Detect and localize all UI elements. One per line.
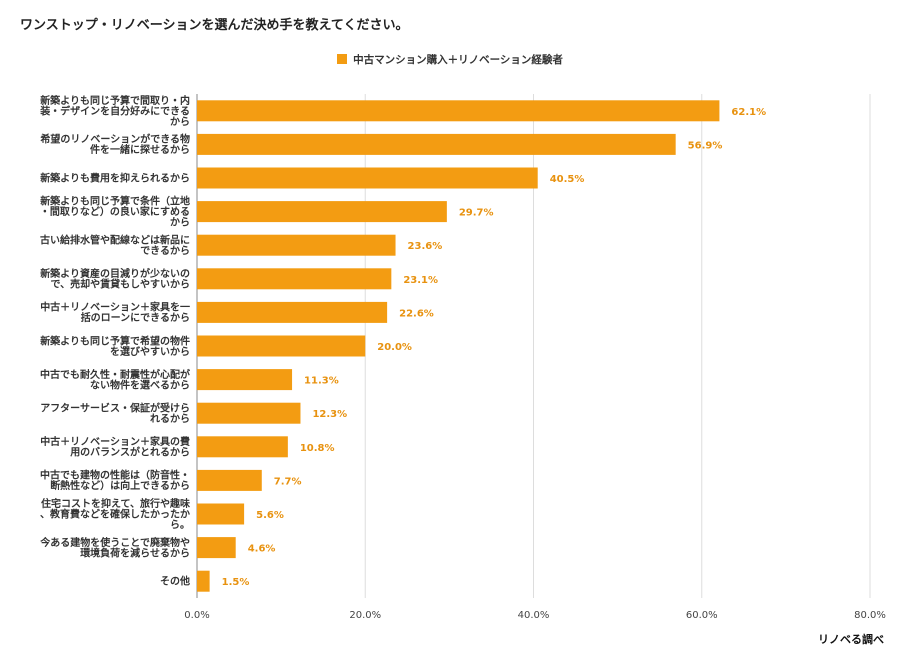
category-label: 中古＋リノベーション＋家具の費用のバランスがとれるから (40, 435, 190, 459)
data-label: 12.3% (312, 409, 347, 420)
bar (197, 133, 676, 155)
bar (197, 234, 396, 256)
category-label: 中古でも建物の性能は（防音性・断熱性など）は向上できるから (40, 469, 190, 493)
category-label: 新築よりも同じ予算で条件（立地・間取りなど）の良い家にすめるから (40, 195, 190, 229)
x-tick-label: 40.0% (518, 610, 550, 621)
category-label-line: 件を一緒に探せるから (90, 143, 190, 156)
category-label: その他 (160, 575, 190, 588)
category-label-line: 括のローンにできるから (81, 311, 190, 324)
category-label: 中古＋リノベーション＋家具を一括のローンにできるから (40, 301, 190, 325)
category-label-line: 中古＋リノベーション＋家具の費 (40, 435, 190, 448)
category-label-line: できるから (140, 245, 190, 257)
category-label-line: 古い給排水管や配線などは新品に (40, 233, 190, 246)
category-label-line: 中古＋リノベーション＋家具を一 (40, 301, 190, 314)
data-label: 20.0% (377, 342, 412, 353)
category-label: アフターサービス・保証が受けられるから (40, 401, 190, 425)
category-label-line: れるから (150, 413, 190, 425)
category-label-line: その他 (160, 575, 190, 588)
x-tick-label: 0.0% (184, 610, 209, 621)
legend-label: 中古マンション購入＋リノベーション経験者 (353, 54, 563, 66)
category-label-line: ・間取りなど）の良い家にすめる (40, 205, 190, 218)
bar (197, 469, 262, 491)
bar (197, 100, 720, 122)
category-label-line: を選びやすいから (110, 345, 190, 358)
category-label-line: 断熱性など）は向上できるから (50, 479, 190, 492)
x-tick-label: 60.0% (686, 610, 718, 621)
bar (197, 436, 288, 458)
category-label-line: 環境負荷を減らせるから (80, 546, 190, 559)
category-label-line: から (170, 217, 190, 229)
category-label: 希望のリノベーションができる物件を一緒に探せるから (39, 133, 190, 157)
category-label-line: から (170, 116, 190, 128)
data-label: 23.6% (408, 241, 443, 252)
legend-swatch (337, 54, 348, 64)
category-label-line: 中古でも耐久性・耐震性が心配が (40, 368, 191, 381)
bar (197, 369, 293, 391)
category-label: 住宅コストを抑えて、旅行や趣味、教育費などを確保したかったから。 (40, 497, 190, 531)
bar (197, 335, 366, 357)
category-label-line: 新築より資産の目減りが少ないの (40, 267, 190, 280)
data-label: 1.5% (222, 577, 250, 588)
category-label-line: 、教育費などを確保したかったか (40, 508, 190, 521)
x-tick-label: 20.0% (349, 610, 381, 621)
bar (197, 402, 301, 424)
bar (197, 503, 245, 525)
legend: 中古マンション購入＋リノベーション経験者 (0, 52, 900, 67)
category-label: 新築より資産の目減りが少ないので、売却や賃貸もしやすいから (40, 267, 190, 291)
data-label: 22.6% (399, 308, 434, 319)
data-label: 4.6% (248, 544, 276, 555)
bar (197, 201, 447, 223)
data-label: 29.7% (459, 208, 494, 219)
bar (197, 167, 538, 189)
data-label: 10.8% (300, 443, 335, 454)
category-label-line: 用のバランスがとれるから (69, 446, 190, 459)
category-label-line: ない物件を選べるから (90, 378, 190, 391)
data-label: 5.6% (256, 510, 284, 521)
category-label: 新築よりも費用を抑えられるから (40, 172, 190, 185)
category-label-line: 新築よりも同じ予算で条件（立地 (40, 195, 190, 208)
bar (197, 268, 392, 290)
category-label-line: アフターサービス・保証が受けら (40, 401, 190, 414)
data-label: 56.9% (688, 140, 723, 151)
category-label-line: ら。 (170, 519, 190, 531)
data-label: 11.3% (304, 376, 339, 387)
category-label-line: 住宅コストを抑えて、旅行や趣味 (41, 497, 190, 510)
category-label: 古い給排水管や配線などは新品にできるから (40, 233, 190, 257)
category-label: 中古でも耐久性・耐震性が心配がない物件を選べるから (40, 368, 191, 392)
bar (197, 301, 388, 323)
category-label-line: で、売却や賃貸もしやすいから (51, 278, 191, 291)
bar (197, 570, 210, 592)
category-label-line: 新築よりも費用を抑えられるから (40, 172, 190, 185)
category-label: 新築よりも同じ予算で間取り・内装・デザインを自分好みにできるから (39, 94, 190, 128)
source-note: リノベる調べ (818, 633, 884, 646)
category-label-line: 希望のリノベーションができる物 (39, 133, 190, 146)
bar (197, 537, 236, 559)
data-label: 7.7% (274, 476, 302, 487)
category-label-line: 今ある建物を使うことで廃棄物や (39, 536, 190, 549)
chart-title: ワンストップ・リノベーションを選んだ決め手を教えてください。 (20, 18, 409, 33)
category-label-line: 装・デザインを自分好みにできる (39, 104, 190, 117)
category-label-line: 中古でも建物の性能は（防音性・ (40, 469, 190, 482)
data-label: 40.5% (550, 174, 585, 185)
category-label-line: 新築よりも同じ予算で希望の物件 (40, 334, 190, 347)
x-tick-label: 80.0% (854, 610, 886, 621)
category-label: 新築よりも同じ予算で希望の物件を選びやすいから (40, 334, 190, 358)
category-label-line: 新築よりも同じ予算で間取り・内 (40, 94, 190, 107)
data-label: 62.1% (731, 107, 766, 118)
data-label: 23.1% (403, 275, 438, 286)
category-label: 今ある建物を使うことで廃棄物や環境負荷を減らせるから (39, 536, 190, 560)
